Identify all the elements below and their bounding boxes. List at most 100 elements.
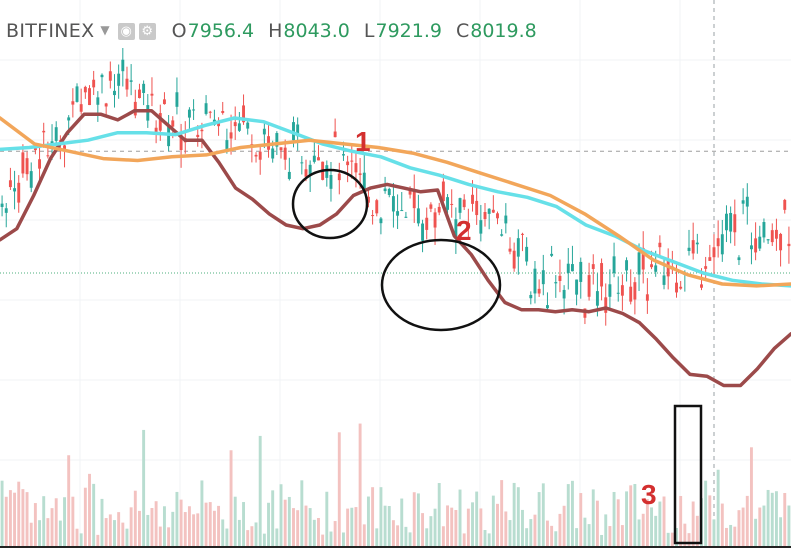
volume-bar <box>433 508 437 547</box>
candle-body <box>554 282 558 284</box>
volume-bar <box>350 507 354 547</box>
volume-bar <box>695 515 699 547</box>
candle-body <box>33 147 37 151</box>
ohlc-legend: BITFINEX ▼ ◉ ⚙ O 7956.4 H 8043.0 L 7921.… <box>6 17 551 45</box>
candle-body <box>217 121 221 127</box>
candle-body <box>262 128 266 135</box>
chevron-down-icon[interactable]: ▼ <box>100 23 110 37</box>
volume-bar <box>121 522 125 547</box>
candle-body <box>150 93 154 96</box>
candle-body <box>358 173 362 175</box>
volume-bar <box>346 508 350 547</box>
volume-bar <box>500 480 504 547</box>
volume-bar <box>225 528 229 547</box>
candle-body <box>658 242 662 248</box>
eye-icon[interactable]: ◉ <box>117 22 135 40</box>
candle-body <box>441 181 445 202</box>
candle-body <box>379 218 383 224</box>
high-value: 8043.0 <box>283 20 350 42</box>
candle-body <box>475 200 479 216</box>
volume-bar <box>787 505 791 547</box>
candle-body <box>662 275 666 285</box>
volume-bar <box>108 514 112 547</box>
annotation-circle-2 <box>380 238 502 332</box>
candle-body <box>545 305 549 309</box>
candle-body <box>712 247 716 258</box>
candle-body <box>275 133 279 147</box>
candle-body <box>687 247 691 251</box>
volume-bar <box>466 508 470 547</box>
candle-body <box>654 265 658 272</box>
volume-bar <box>162 506 166 547</box>
candle-body <box>175 92 179 107</box>
candle-body <box>446 197 449 210</box>
volume-bar <box>308 508 312 547</box>
volume-bar <box>383 505 387 547</box>
volume-bar <box>450 507 454 547</box>
candle-body <box>8 180 12 188</box>
volume-bar <box>300 480 304 547</box>
volume-bar <box>321 534 325 547</box>
volume-bar <box>88 473 91 547</box>
volume-bar <box>237 519 241 547</box>
candle-body <box>587 275 591 297</box>
candle-body <box>350 160 354 162</box>
candle-body <box>329 175 333 189</box>
candle-body <box>391 196 395 212</box>
volume-bar <box>691 501 695 547</box>
candle-body <box>491 209 495 213</box>
candle-body <box>720 234 724 255</box>
volume-bar <box>525 528 529 547</box>
candle-body <box>487 208 491 214</box>
candle-body <box>204 103 208 114</box>
volume-bar <box>583 517 587 547</box>
gear-icon[interactable]: ⚙ <box>138 22 156 40</box>
volume-bar <box>242 502 246 547</box>
volume-bar <box>729 524 733 547</box>
volume-bar <box>595 500 599 547</box>
volume-bar <box>600 534 604 547</box>
candle-body <box>362 172 366 192</box>
volume-bar <box>404 526 408 547</box>
candle-body <box>104 103 108 107</box>
candle-body <box>113 90 116 96</box>
volume-bar <box>658 501 662 547</box>
candle-body <box>187 109 191 118</box>
volume-bar <box>425 528 429 547</box>
candle-body <box>13 188 17 192</box>
candle-body <box>629 286 633 302</box>
volume-bar <box>545 520 549 547</box>
candle-body <box>271 148 275 159</box>
candle-body <box>412 189 416 209</box>
volume-bar <box>654 515 658 547</box>
candle-body <box>4 208 8 213</box>
candle-body <box>429 204 433 209</box>
volume-bar <box>512 482 516 547</box>
exchange-name[interactable]: BITFINEX <box>6 20 95 42</box>
candle-body <box>566 263 570 274</box>
candle-body <box>462 199 466 208</box>
candle-body <box>591 264 595 269</box>
volume-bar <box>412 492 416 547</box>
volume-bar <box>570 480 574 547</box>
candle-body <box>604 297 608 313</box>
candle-body <box>208 111 212 113</box>
volume-bar <box>267 502 270 547</box>
volume-bar <box>96 534 100 547</box>
volume-bar <box>358 423 362 547</box>
moving-average-line-2 <box>0 116 791 288</box>
candle-body <box>79 104 83 112</box>
volume-bar <box>113 520 116 547</box>
volume-bar <box>33 503 37 547</box>
volume-bar <box>183 512 187 547</box>
volume-bar <box>342 532 345 547</box>
candle-body <box>537 288 541 294</box>
candle-body <box>333 131 337 138</box>
volume-bar <box>770 492 774 547</box>
candle-body <box>758 236 762 249</box>
candle-body <box>366 196 370 203</box>
volume-bar <box>371 487 375 547</box>
volume-bar <box>774 491 778 547</box>
volume-bar <box>79 533 83 547</box>
